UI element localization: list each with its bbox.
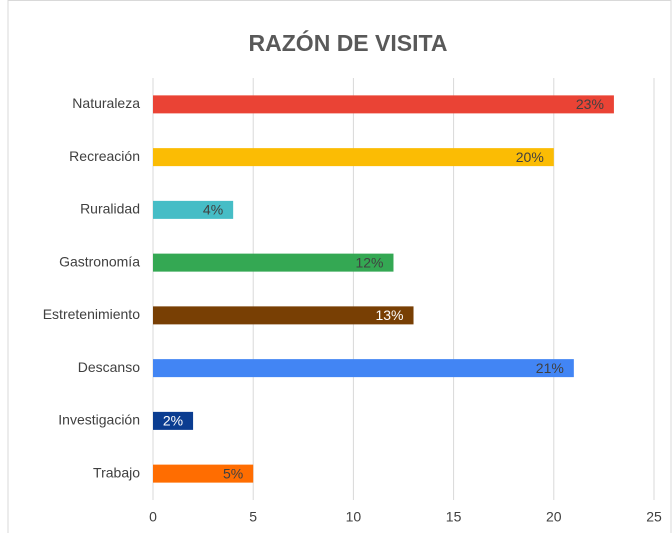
x-tick-label: 5 bbox=[249, 509, 257, 525]
data-label: 13% bbox=[375, 307, 403, 323]
data-label: 2% bbox=[163, 413, 183, 429]
bar bbox=[153, 253, 394, 272]
y-tick-label: Ruralidad bbox=[80, 201, 140, 217]
y-tick-label: Naturaleza bbox=[72, 95, 140, 111]
data-label: 5% bbox=[223, 465, 243, 481]
chart-title: RAZÓN DE VISITA bbox=[249, 29, 448, 56]
bar bbox=[153, 359, 574, 378]
data-label: 23% bbox=[576, 96, 604, 112]
bar bbox=[153, 306, 414, 325]
data-label: 20% bbox=[516, 149, 544, 165]
x-tick-label: 10 bbox=[346, 509, 362, 525]
y-tick-label: Estretenimiento bbox=[43, 306, 140, 322]
bar bbox=[153, 95, 614, 114]
x-tick-label: 15 bbox=[446, 509, 462, 525]
bar bbox=[153, 464, 254, 483]
y-tick-label: Trabajo bbox=[93, 464, 140, 480]
data-label: 12% bbox=[355, 254, 383, 270]
data-label: 21% bbox=[536, 360, 564, 376]
bar bbox=[153, 200, 234, 219]
y-tick-label: Investigación bbox=[58, 412, 140, 428]
y-tick-label: Recreación bbox=[69, 148, 140, 164]
data-label: 4% bbox=[203, 202, 223, 218]
y-tick-label: Gastronomía bbox=[59, 253, 140, 269]
bar bbox=[153, 148, 554, 167]
y-tick-label: Descanso bbox=[78, 359, 140, 375]
x-tick-label: 0 bbox=[149, 509, 157, 525]
x-tick-label: 20 bbox=[546, 509, 562, 525]
x-tick-label: 25 bbox=[646, 509, 662, 525]
bar bbox=[153, 411, 194, 430]
